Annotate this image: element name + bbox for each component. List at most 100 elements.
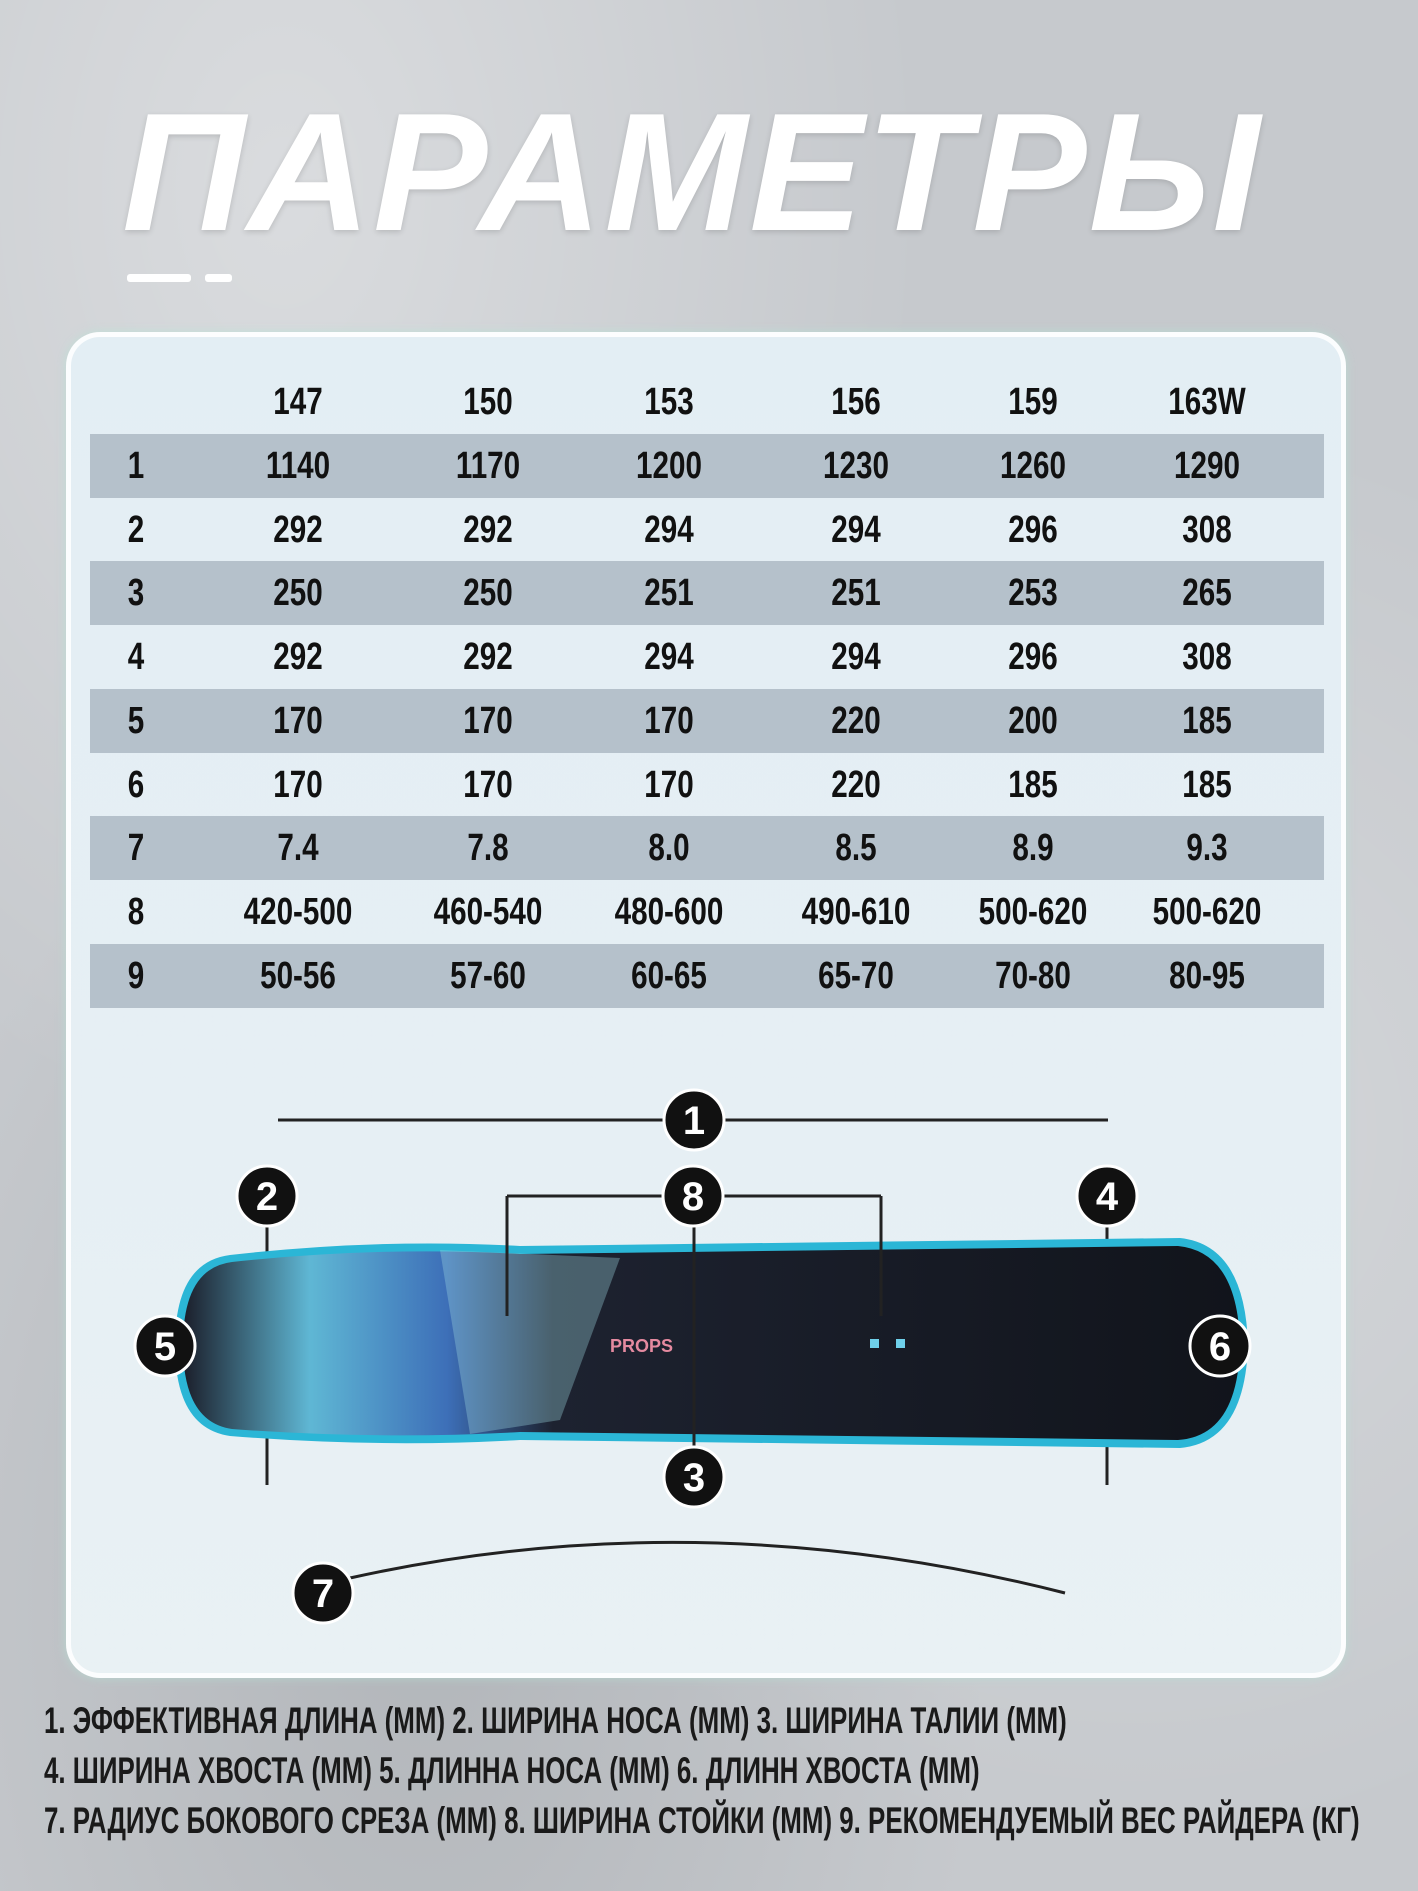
table-cell: 57-60 bbox=[450, 954, 526, 997]
marker-7: 7 bbox=[291, 1561, 355, 1625]
row-label: 8 bbox=[127, 890, 145, 933]
marker-number: 5 bbox=[154, 1325, 176, 1369]
marker-4: 4 bbox=[1075, 1164, 1139, 1228]
row-label: 4 bbox=[127, 636, 145, 679]
table-cell: 480-600 bbox=[614, 890, 724, 933]
table-cell: 1200 bbox=[636, 445, 702, 487]
page-title: ПАРАМЕТРЫ bbox=[122, 78, 1262, 266]
row-label: 7 bbox=[127, 827, 145, 870]
marker-number: 4 bbox=[1096, 1175, 1119, 1219]
table-row: 7 7.4 7.8 8.0 8.5 8.9 9.3 bbox=[90, 816, 1324, 881]
table-cell: 294 bbox=[831, 508, 881, 551]
marker-number: 3 bbox=[683, 1456, 705, 1500]
row-label: 1 bbox=[127, 445, 145, 487]
table-cell: 60-65 bbox=[631, 954, 707, 997]
table-cell: 460-540 bbox=[433, 890, 543, 933]
table-cell: 170 bbox=[273, 763, 323, 806]
marker-3: 3 bbox=[662, 1445, 726, 1509]
marker-6: 6 bbox=[1188, 1314, 1252, 1378]
svg-text:PROPS: PROPS bbox=[610, 1336, 673, 1356]
marker-number: 2 bbox=[256, 1175, 278, 1219]
snowboard-image: PROPS bbox=[175, 1238, 1248, 1448]
table-cell: 65-70 bbox=[818, 954, 894, 997]
table-row: 4 292 292 294 294 296 308 bbox=[90, 625, 1324, 689]
table-cell: 163W bbox=[1168, 381, 1246, 423]
table-header-row: 147 150 153 156 159 163W bbox=[90, 370, 1324, 434]
table-row: 6 170 170 170 220 185 185 bbox=[90, 753, 1324, 817]
marker-circle bbox=[662, 1088, 726, 1152]
table-cell: 296 bbox=[1008, 508, 1058, 551]
row-label: 9 bbox=[127, 954, 145, 997]
table-row: 1 1140 1170 1200 1230 1260 1290 bbox=[90, 434, 1324, 498]
table-cell: 7.4 bbox=[277, 827, 319, 870]
marker-circle bbox=[291, 1561, 355, 1625]
table-cell: 185 bbox=[1182, 699, 1232, 742]
table-cell: 7.8 bbox=[467, 827, 509, 870]
table-cell: 170 bbox=[273, 699, 323, 742]
table-cell: 9.3 bbox=[1186, 827, 1228, 870]
table-cell: 70-80 bbox=[995, 954, 1071, 997]
table-row: 9 50-56 57-60 60-65 65-70 70-80 80-95 bbox=[90, 943, 1324, 1008]
table-cell: 420-500 bbox=[243, 890, 353, 933]
table-cell: 170 bbox=[644, 699, 694, 742]
table-cell: 150 bbox=[463, 381, 513, 423]
title-underline bbox=[127, 274, 191, 282]
table-cell: 1230 bbox=[823, 445, 889, 487]
table-cell: 250 bbox=[463, 572, 513, 615]
marker-number: 8 bbox=[682, 1175, 704, 1219]
legend-line: 4. ШИРИНА ХВОСТА (ММ) 5. ДЛИННА НОСА (ММ… bbox=[44, 1750, 980, 1791]
table-cell: 253 bbox=[1008, 572, 1058, 615]
table-cell: 292 bbox=[463, 636, 513, 679]
legend-line: 7. РАДИУС БОКОВОГО СРЕЗА (ММ) 8. ШИРИНА … bbox=[44, 1800, 1360, 1841]
marker-5: 5 bbox=[133, 1314, 197, 1378]
marker-1: 1 bbox=[662, 1088, 726, 1152]
marker-number: 1 bbox=[683, 1099, 705, 1143]
marker-number: 7 bbox=[312, 1572, 334, 1616]
table-cell: 265 bbox=[1182, 572, 1232, 615]
marker-circle bbox=[662, 1445, 726, 1509]
marker-circle bbox=[133, 1314, 197, 1378]
table-cell: 8.5 bbox=[835, 827, 877, 870]
marker-circle bbox=[1188, 1314, 1252, 1378]
table-cell: 185 bbox=[1008, 763, 1058, 806]
table-cell: 1170 bbox=[455, 445, 521, 487]
table-cell: 250 bbox=[273, 572, 323, 615]
row-label: 5 bbox=[127, 699, 145, 742]
marker-8: 8 bbox=[661, 1164, 725, 1228]
marker-2: 2 bbox=[235, 1164, 299, 1228]
table-row: 5 170 170 170 220 200 185 bbox=[90, 688, 1324, 753]
sidecut-radius-arc bbox=[349, 1540, 1066, 1595]
table-cell: 159 bbox=[1008, 381, 1058, 423]
table-cell: 8.0 bbox=[648, 827, 690, 870]
marker-circle bbox=[235, 1164, 299, 1228]
row-label: 3 bbox=[127, 572, 145, 615]
table-row: 8 420-500 460-540 480-600 490-610 500-620 500-… bbox=[90, 880, 1324, 944]
table-cell: 170 bbox=[463, 763, 513, 806]
table-cell: 292 bbox=[273, 636, 323, 679]
table-cell: 294 bbox=[644, 508, 694, 551]
marker-number: 6 bbox=[1209, 1325, 1231, 1369]
table-cell: 156 bbox=[831, 381, 881, 423]
table-cell: 1260 bbox=[1000, 445, 1066, 487]
table-cell: 308 bbox=[1182, 636, 1232, 679]
table-cell: 185 bbox=[1182, 763, 1232, 806]
table-cell: 500-620 bbox=[978, 890, 1088, 933]
table-cell: 8.9 bbox=[1012, 827, 1054, 870]
table-cell: 170 bbox=[463, 699, 513, 742]
table-cell: 1140 bbox=[265, 445, 331, 487]
table-cell: 292 bbox=[273, 508, 323, 551]
table-cell: 500-620 bbox=[1152, 890, 1262, 933]
table-cell: 153 bbox=[644, 381, 694, 423]
table-cell: 220 bbox=[831, 763, 881, 806]
table-cell: 308 bbox=[1182, 508, 1232, 551]
table-cell: 220 bbox=[831, 699, 881, 742]
table-cell: 490-610 bbox=[801, 890, 911, 933]
marker-circle bbox=[1075, 1164, 1139, 1228]
table-cell: 294 bbox=[831, 636, 881, 679]
row-label: 6 bbox=[127, 763, 145, 806]
table-cell: 80-95 bbox=[1169, 954, 1245, 997]
marker-circle bbox=[661, 1164, 725, 1228]
table-cell: 296 bbox=[1008, 636, 1058, 679]
table-cell: 292 bbox=[463, 508, 513, 551]
table-cell: 147 bbox=[273, 381, 323, 423]
